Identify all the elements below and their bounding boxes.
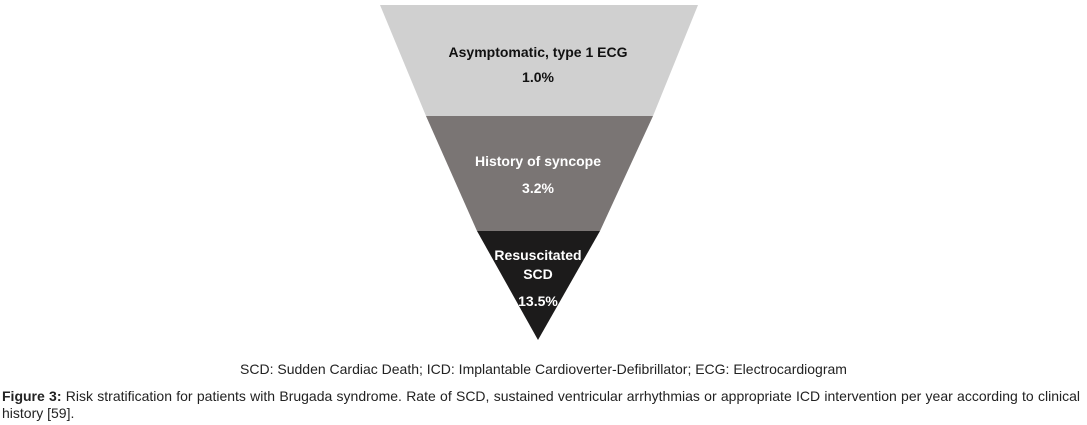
risk-funnel-diagram: Asymptomatic, type 1 ECG 1.0% History of… bbox=[380, 5, 698, 340]
segment-1-value: 3.2% bbox=[522, 180, 554, 196]
funnel-segment-resuscitated bbox=[477, 231, 600, 340]
segment-2-label-line-2: SCD bbox=[523, 266, 553, 282]
funnel-segment-asymptomatic bbox=[380, 5, 698, 116]
caption-text: Risk stratification for patients with Br… bbox=[2, 388, 1080, 421]
abbreviations-line: SCD: Sudden Cardiac Death; ICD: Implanta… bbox=[240, 361, 847, 377]
funnel-segment-syncope bbox=[426, 116, 653, 231]
segment-2-value: 13.5% bbox=[518, 293, 558, 309]
caption-label: Figure 3: bbox=[2, 388, 62, 404]
segment-1-label: History of syncope bbox=[475, 153, 601, 169]
segment-0-value: 1.0% bbox=[522, 69, 554, 85]
figure-caption: Figure 3: Risk stratification for patien… bbox=[2, 388, 1080, 422]
segment-0-label: Asymptomatic, type 1 ECG bbox=[449, 44, 628, 60]
segment-2-label-line-1: Resuscitated bbox=[494, 247, 581, 263]
